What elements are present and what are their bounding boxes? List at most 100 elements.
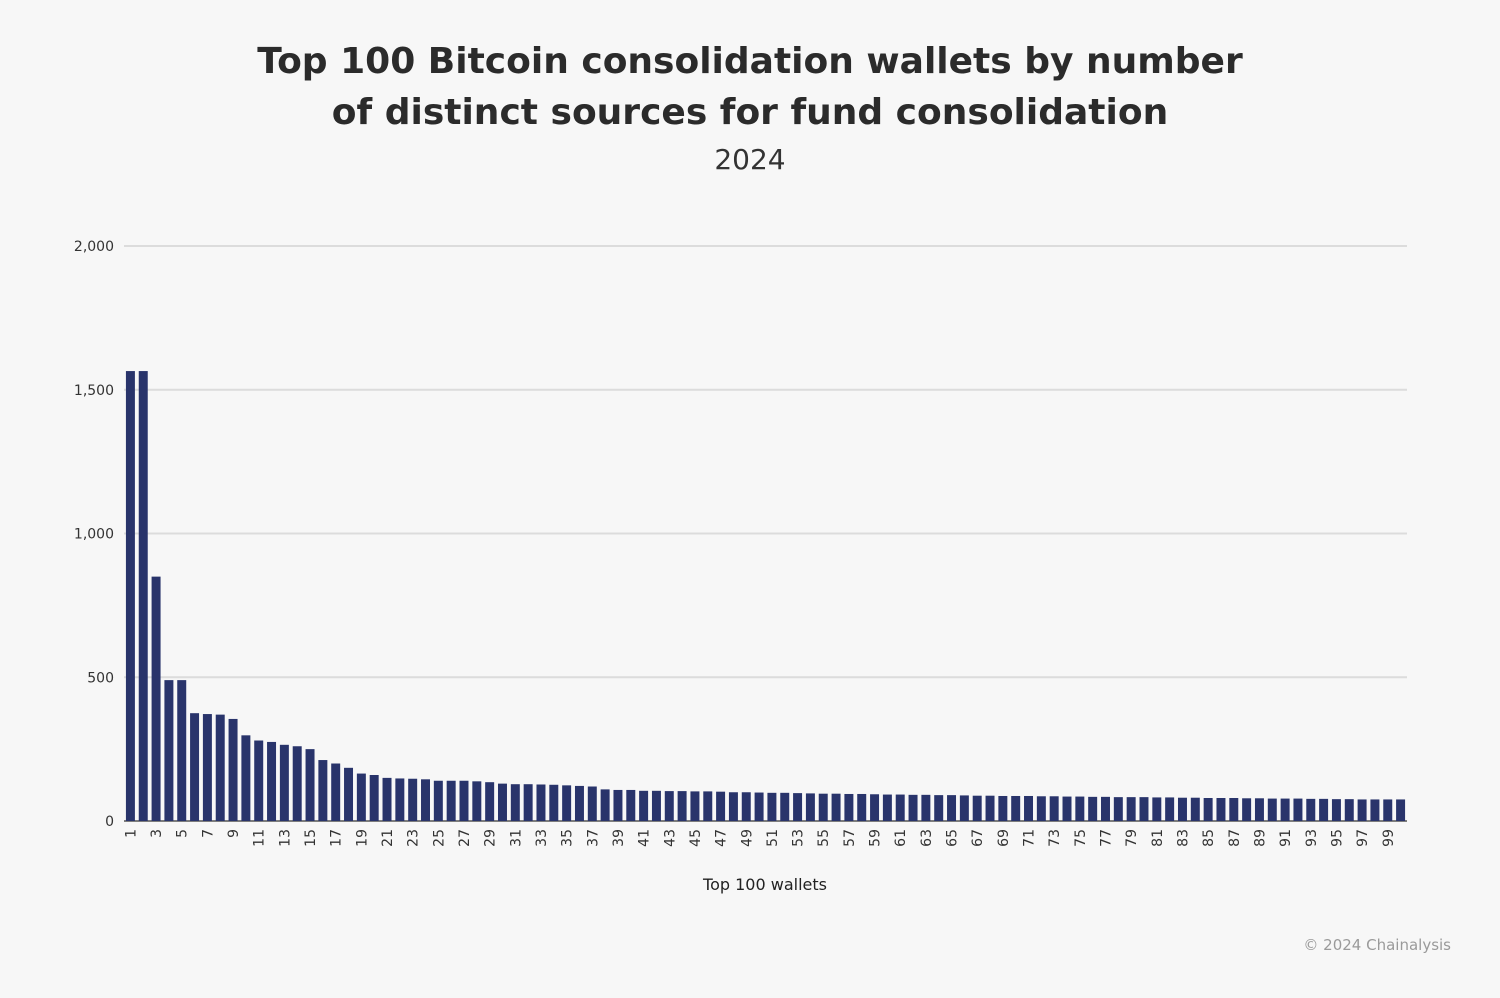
bar [780, 792, 790, 821]
x-tick-label: 57 [842, 829, 858, 847]
bar [1267, 798, 1277, 821]
chart-title-line-2: of distinct sources for fund consolidati… [331, 92, 1169, 133]
chart-title-line-1: Top 100 Bitcoin consolidation wallets by… [257, 41, 1243, 82]
x-tick-label: 43 [662, 829, 678, 847]
bar [1216, 798, 1226, 821]
x-tick-label: 17 [329, 829, 345, 847]
x-tick-label: 69 [996, 829, 1012, 847]
bar [818, 793, 828, 821]
bar [1126, 797, 1136, 821]
bar [882, 794, 892, 821]
x-tick-label: 7 [200, 829, 216, 838]
x-tick-label: 21 [380, 829, 396, 847]
bar [998, 795, 1008, 821]
bar [125, 371, 135, 821]
bar [1254, 798, 1264, 821]
bar [1357, 799, 1367, 821]
x-tick-label: 61 [893, 829, 909, 847]
bar [292, 746, 302, 821]
x-tick-label: 35 [560, 829, 576, 847]
bar [703, 791, 713, 821]
bar [228, 718, 238, 821]
bar [716, 791, 726, 821]
bar [356, 773, 366, 821]
x-tick-label: 79 [1124, 829, 1140, 847]
bar [1331, 799, 1341, 821]
x-tick-label: 23 [406, 829, 422, 847]
bar [1293, 798, 1303, 821]
bar [536, 784, 546, 821]
x-tick-label: 3 [149, 829, 165, 838]
bar [972, 795, 982, 821]
bar [190, 713, 200, 821]
bar [1203, 798, 1213, 821]
x-tick-label: 9 [226, 829, 242, 838]
bar [741, 792, 751, 821]
bar [1280, 798, 1290, 821]
x-tick-label: 55 [816, 829, 832, 847]
bar [1036, 796, 1046, 821]
bar [754, 792, 764, 821]
bar [857, 793, 867, 821]
x-tick-label: 93 [1304, 829, 1320, 847]
bar [895, 794, 905, 821]
x-axis-label: Top 100 wallets [702, 875, 827, 894]
bar [1165, 797, 1175, 821]
bar [177, 680, 187, 821]
bar [1075, 796, 1085, 821]
bar [1229, 798, 1239, 821]
bar [472, 781, 482, 821]
bar [947, 795, 957, 821]
bar [382, 777, 392, 821]
bar [395, 778, 405, 821]
bar [1190, 797, 1200, 821]
x-tick-label: 85 [1201, 829, 1217, 847]
bar [1306, 798, 1316, 821]
x-tick-label: 53 [791, 829, 807, 847]
x-tick-label: 95 [1329, 829, 1345, 847]
x-tick-label: 81 [1150, 829, 1166, 847]
bar [254, 740, 264, 821]
bar [510, 784, 520, 821]
bar [690, 791, 700, 821]
bar [1088, 796, 1098, 821]
bar [1370, 799, 1380, 821]
x-axis: 1 3 5 7 9 11 13 15 17 19 21 23 25 27 29 31 33 35 37 39 41 43 4… [123, 829, 1396, 847]
bar [331, 763, 341, 821]
bar [202, 714, 212, 821]
bar [369, 775, 379, 821]
bar [433, 780, 443, 821]
bar [1024, 795, 1034, 821]
x-tick-label: 11 [252, 829, 268, 847]
x-tick-label: 41 [637, 829, 653, 847]
x-tick-label: 59 [868, 829, 884, 847]
y-tick-label: 0 [105, 814, 114, 830]
bar [1011, 795, 1021, 821]
chart-title-block: Top 100 Bitcoin consolidation wallets by… [0, 36, 1500, 178]
bar [574, 785, 584, 821]
x-tick-label: 65 [945, 829, 961, 847]
bar [318, 760, 328, 821]
x-tick-label: 87 [1227, 829, 1243, 847]
bar [151, 576, 161, 821]
x-tick-label: 25 [431, 829, 447, 847]
bar [985, 795, 995, 821]
bar [651, 790, 661, 821]
bar [1152, 797, 1162, 821]
x-tick-label: 63 [919, 829, 935, 847]
bar [459, 780, 469, 821]
x-tick-label: 47 [714, 829, 730, 847]
x-tick-label: 67 [970, 829, 986, 847]
x-tick-label: 73 [1047, 829, 1063, 847]
x-tick-label: 77 [1098, 829, 1114, 847]
y-tick-label: 2,000 [74, 239, 114, 255]
grid-lines [124, 245, 1407, 822]
bar [870, 794, 880, 821]
bar [1049, 796, 1059, 821]
bar [421, 779, 430, 821]
bar [523, 784, 533, 821]
bar [767, 792, 777, 821]
x-tick-label: 19 [354, 829, 370, 847]
bar [677, 791, 687, 821]
